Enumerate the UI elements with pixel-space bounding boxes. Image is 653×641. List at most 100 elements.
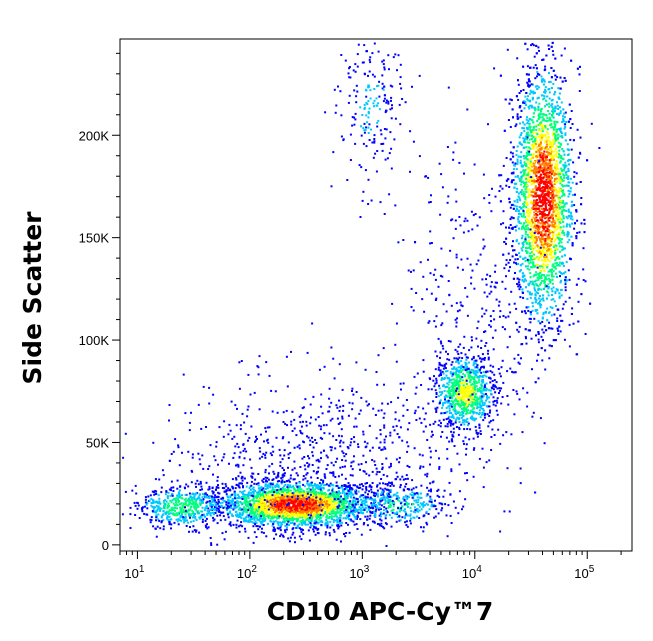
data-point: [179, 496, 182, 499]
data-point: [500, 387, 503, 390]
data-point: [326, 526, 329, 529]
data-point: [471, 389, 474, 392]
data-point: [416, 515, 419, 518]
data-point: [332, 484, 335, 487]
data-point: [468, 369, 471, 371]
data-point: [533, 167, 536, 170]
data-point: [158, 500, 161, 503]
data-point: [536, 219, 539, 222]
data-point: [207, 496, 210, 499]
data-point: [480, 405, 483, 408]
data-point: [384, 502, 387, 505]
data-point: [567, 269, 570, 272]
data-point: [293, 495, 296, 498]
data-point: [459, 390, 462, 393]
data-point: [456, 350, 459, 353]
data-point: [457, 396, 460, 399]
data-point: [242, 510, 245, 513]
data-point: [212, 500, 215, 503]
data-point: [474, 395, 476, 398]
data-point: [193, 493, 196, 496]
data-point: [467, 393, 470, 396]
data-point: [269, 496, 272, 499]
data-point: [475, 401, 478, 404]
data-point: [253, 514, 256, 517]
data-point: [340, 524, 343, 527]
data-point: [257, 509, 260, 512]
data-point: [452, 391, 455, 394]
data-point: [227, 512, 230, 515]
data-point: [463, 410, 466, 412]
data-point: [321, 492, 324, 495]
data-point: [237, 501, 240, 504]
data-point: [434, 407, 437, 410]
data-point: [539, 187, 542, 190]
data-point: [461, 398, 464, 401]
data-point: [439, 400, 442, 403]
data-point: [484, 412, 487, 415]
data-point: [242, 495, 245, 498]
data-point: [293, 497, 296, 500]
data-point: [237, 484, 240, 487]
data-point: [283, 501, 285, 504]
data-points: [121, 41, 601, 547]
data-point: [305, 513, 308, 516]
data-point: [527, 170, 530, 173]
data-point: [534, 168, 537, 170]
data-point: [206, 510, 209, 513]
data-point: [479, 400, 482, 403]
data-point: [168, 515, 171, 518]
data-point: [276, 508, 278, 511]
data-point: [244, 502, 247, 505]
data-point: [227, 498, 230, 501]
data-point: [243, 499, 246, 502]
data-point: [192, 506, 195, 509]
data-point: [181, 504, 184, 507]
data-point: [280, 533, 283, 536]
data-point: [222, 515, 225, 518]
data-point: [288, 540, 291, 543]
data-point: [345, 492, 348, 495]
data-point: [267, 507, 270, 510]
data-point: [379, 524, 381, 527]
data-point: [462, 346, 465, 349]
data-point: [121, 513, 124, 516]
data-point: [309, 520, 311, 523]
data-point: [442, 347, 445, 350]
data-point: [404, 510, 407, 513]
data-point: [401, 516, 404, 519]
data-point: [481, 392, 484, 395]
data-point: [322, 479, 325, 482]
data-point: [166, 495, 169, 498]
data-point: [465, 383, 468, 385]
data-point: [230, 507, 233, 509]
data-point: [341, 498, 344, 501]
data-point: [463, 423, 466, 426]
data-point: [440, 422, 442, 425]
data-point: [192, 503, 195, 506]
data-point: [382, 509, 385, 512]
data-point: [311, 490, 314, 492]
data-point: [180, 519, 183, 522]
data-point: [320, 495, 323, 498]
data-point: [186, 519, 188, 522]
data-point: [273, 500, 276, 502]
data-point: [242, 517, 245, 520]
data-point: [259, 487, 261, 490]
data-point: [445, 394, 447, 397]
data-point: [380, 522, 383, 525]
data-point: [445, 418, 448, 421]
data-point: [465, 356, 468, 359]
data-point: [274, 497, 277, 500]
data-point: [525, 126, 528, 129]
data-point: [225, 489, 228, 492]
data-point: [354, 489, 356, 492]
data-point: [290, 507, 293, 510]
data-point: [318, 507, 321, 510]
data-point: [572, 161, 575, 164]
data-point: [313, 526, 316, 529]
data-point: [254, 507, 257, 510]
data-point: [265, 535, 268, 538]
data-point: [271, 498, 274, 501]
data-point: [335, 513, 338, 516]
